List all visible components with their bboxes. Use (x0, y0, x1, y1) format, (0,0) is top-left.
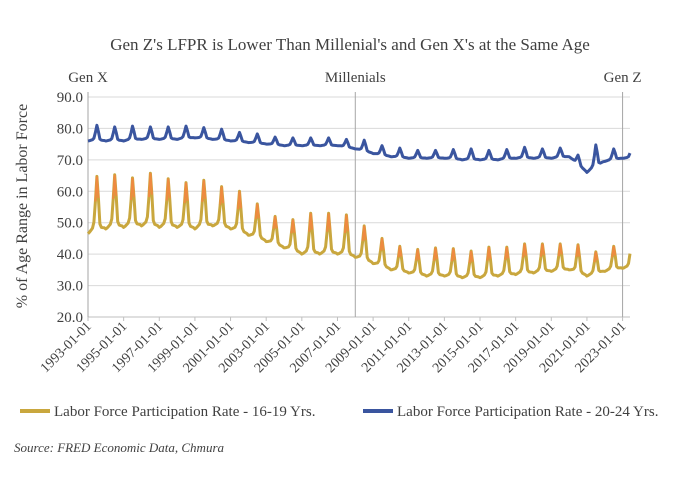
summer-peak-highlight (611, 246, 617, 258)
x-axis-ticks: 1993-01-011995-01-011997-01-011999-01-01… (38, 317, 629, 376)
generation-label: Millenials (325, 70, 386, 86)
legend-label-20-24: Labor Force Participation Rate - 20-24 Y… (397, 404, 658, 420)
series-line-20-24 (87, 123, 632, 174)
series-line-16-19 (86, 171, 632, 280)
summer-peak-highlight (130, 177, 135, 201)
summer-peak-highlight (237, 191, 242, 210)
summer-peak-highlight (450, 248, 456, 262)
legend: Labor Force Participation Rate - 16-19 Y… (20, 404, 658, 420)
summer-peak-highlight (326, 213, 331, 232)
summer-peak-highlight (575, 244, 581, 258)
summer-peak-highlight (593, 251, 599, 263)
summer-peak-highlight (557, 243, 563, 257)
y-tick-label: 40.0 (57, 247, 83, 263)
source-note: Source: FRED Economic Data, Chmura (14, 440, 225, 455)
summer-peak-highlight (468, 250, 474, 264)
y-axis-label: % of Age Range in Labor Force (14, 104, 31, 308)
series-lines (86, 123, 632, 280)
summer-peak-highlight (219, 186, 225, 205)
y-tick-label: 70.0 (57, 153, 83, 169)
summer-peak-highlight (94, 176, 100, 202)
summer-peak-highlight (361, 225, 367, 241)
summer-peak-highlight (397, 246, 403, 258)
generation-markers: Gen X Millenials Gen Z (68, 70, 642, 317)
summer-peak-highlight (504, 246, 510, 261)
legend-label-16-19: Labor Force Participation Rate - 16-19 Y… (54, 404, 315, 420)
summer-peak-highlight (539, 243, 545, 257)
y-tick-label: 20.0 (57, 310, 83, 326)
summer-peak-highlight (343, 214, 349, 234)
summer-peak-highlight (112, 174, 118, 200)
y-axis-ticks: 20.0 30.0 40.0 50.0 60.0 70.0 80.0 90.0 (57, 90, 83, 326)
generation-label: Gen Z (604, 70, 642, 86)
generation-label: Gen X (68, 70, 108, 86)
chart-title: Gen Z's LFPR is Lower Than Millenial's a… (110, 35, 590, 54)
y-tick-label: 90.0 (57, 90, 83, 106)
gridlines (88, 96, 630, 318)
summer-peak-highlight (486, 246, 492, 261)
y-tick-label: 60.0 (57, 184, 83, 200)
summer-peak-highlight (201, 180, 207, 202)
y-tick-label: 80.0 (57, 121, 83, 137)
summer-peak-highlight (147, 173, 153, 198)
summer-peak-highlight (290, 219, 296, 234)
summer-peak-highlight (308, 213, 314, 232)
summer-peak-highlight (522, 243, 528, 258)
summer-peak-highlight (272, 216, 278, 229)
summer-peak-highlight (379, 238, 385, 251)
y-tick-label: 50.0 (57, 216, 83, 232)
summer-peak-highlight (183, 182, 189, 204)
summer-peak-highlight (254, 203, 260, 219)
y-tick-label: 30.0 (57, 279, 83, 295)
summer-peak-highlight (165, 178, 171, 201)
summer-peak-highlight (433, 247, 438, 261)
summer-peak-highlight (415, 249, 421, 261)
